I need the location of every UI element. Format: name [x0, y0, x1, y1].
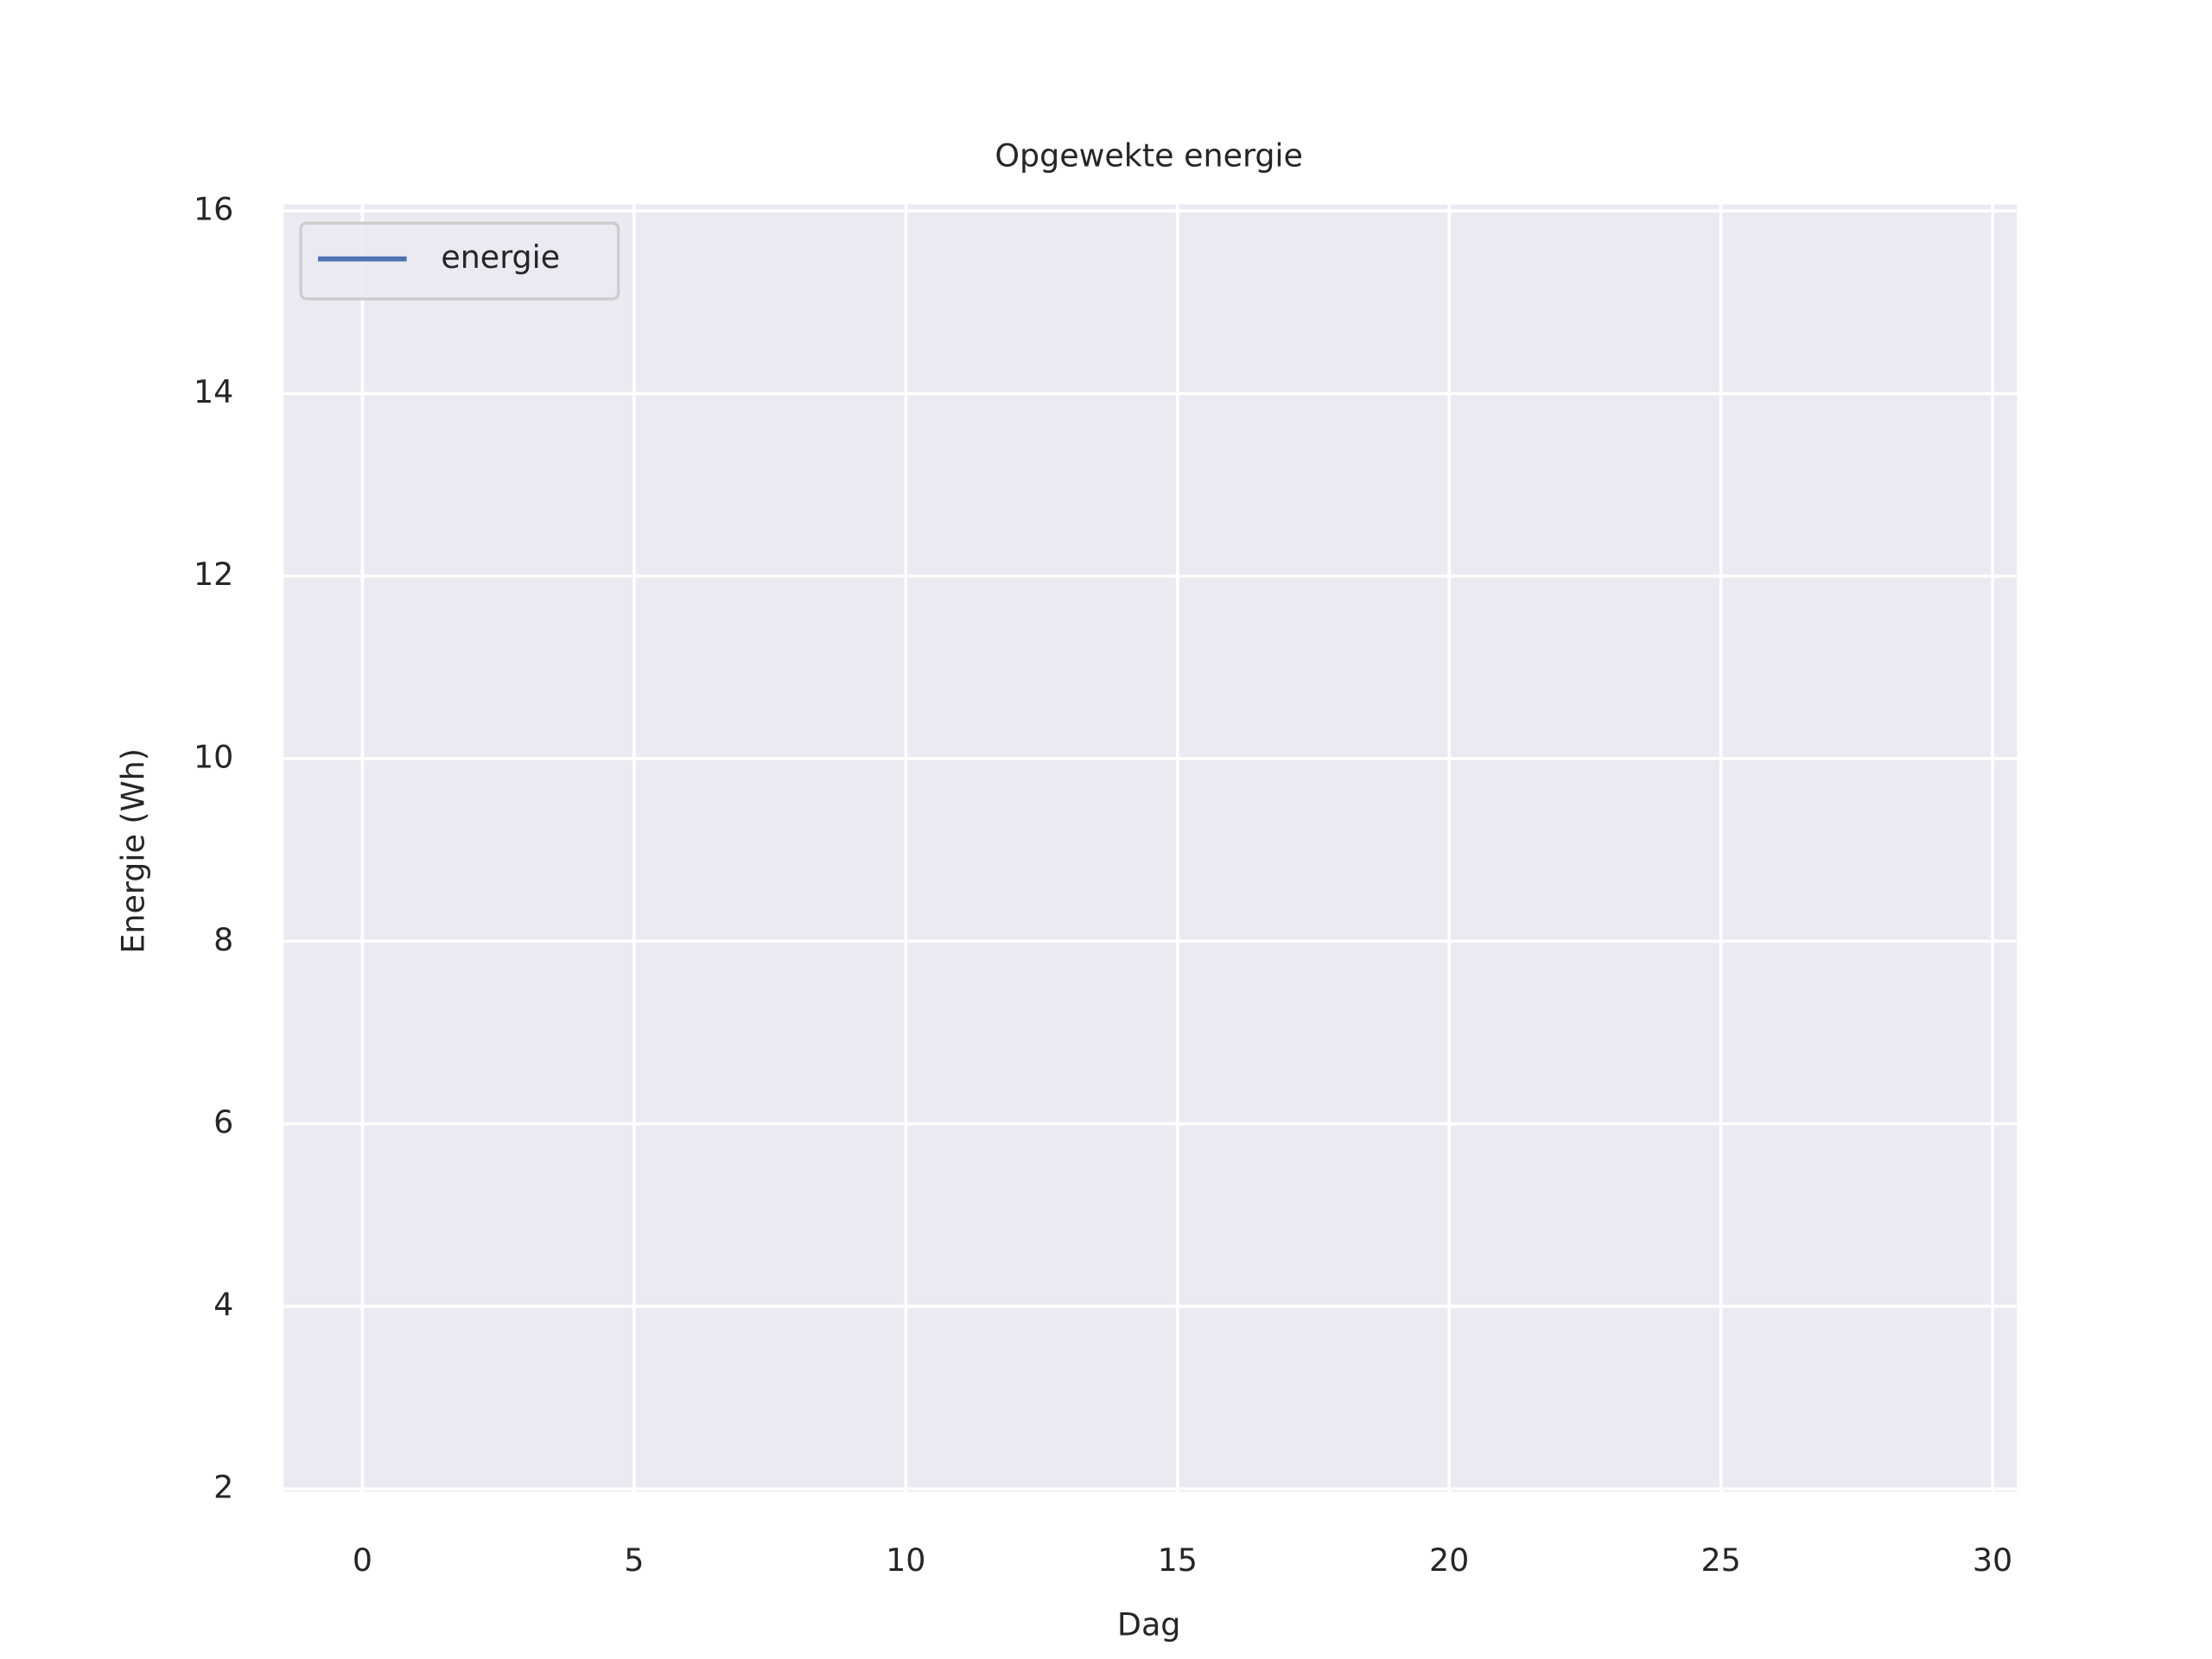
y-axis-label: Energie (Wh) — [115, 748, 152, 953]
x-tick-label: 30 — [1973, 1541, 2012, 1579]
legend-label: energie — [441, 238, 560, 276]
x-tick-label: 5 — [624, 1541, 644, 1579]
plot-area — [283, 204, 2018, 1492]
y-tick-label: 4 — [213, 1286, 233, 1323]
y-tick-label: 14 — [194, 373, 233, 410]
y-tick-label: 8 — [213, 921, 233, 958]
x-axis-label: Dag — [1117, 1605, 1180, 1643]
y-tick-label: 12 — [194, 556, 233, 593]
chart-title: Opgewekte energie — [995, 137, 1303, 175]
legend-box — [299, 221, 620, 301]
x-tick-label: 25 — [1700, 1541, 1740, 1579]
x-tick-label: 0 — [353, 1541, 372, 1579]
y-tick-label: 6 — [213, 1103, 233, 1141]
legend: energie — [299, 221, 620, 301]
y-tick-label: 16 — [194, 191, 233, 228]
y-tick-label: 2 — [213, 1469, 233, 1506]
y-tick-label: 10 — [194, 738, 233, 775]
x-tick-label: 20 — [1429, 1541, 1469, 1579]
x-tick-label: 10 — [886, 1541, 925, 1579]
x-tick-label: 15 — [1158, 1541, 1198, 1579]
